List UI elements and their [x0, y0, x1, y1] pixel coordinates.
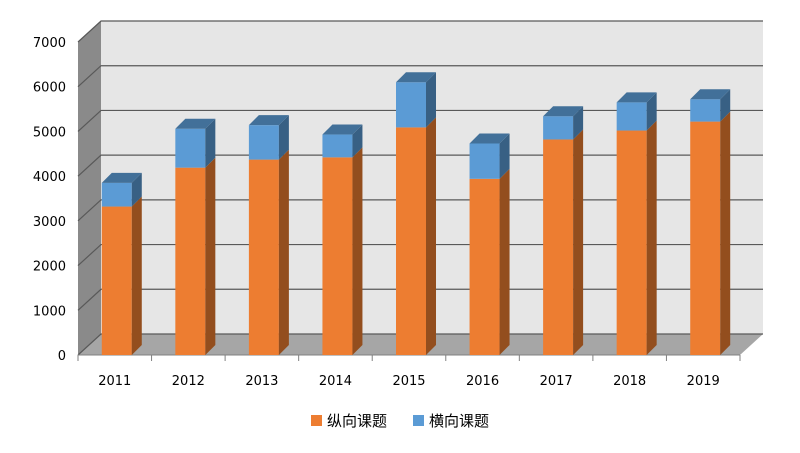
bar-top	[248, 115, 289, 126]
bar-front	[101, 182, 132, 207]
x-tick-label: 2011	[98, 374, 131, 389]
y-tick-label: 7000	[33, 36, 66, 51]
bar-top	[175, 118, 216, 129]
x-tick-label: 2017	[540, 374, 573, 389]
y-tick-label: 0	[58, 349, 66, 364]
bar-top	[322, 124, 363, 135]
gridline	[77, 288, 763, 311]
bar-top	[101, 172, 142, 183]
gridline	[77, 199, 763, 222]
bar-side	[499, 168, 510, 355]
gridline	[77, 243, 763, 267]
bar-side	[278, 115, 289, 160]
y-tick-label: 4000	[33, 170, 66, 185]
bar-side	[720, 111, 731, 355]
bar-front	[322, 157, 353, 355]
y-tick-label: 5000	[33, 125, 66, 140]
gridline	[77, 154, 763, 177]
x-tick-label: 2018	[613, 374, 646, 389]
x-tick-label: 2014	[319, 374, 352, 389]
bar-front	[616, 130, 647, 355]
bar-front	[469, 178, 500, 355]
legend: 纵向课题 横向课题	[0, 410, 800, 431]
bar-side	[573, 129, 584, 355]
bar-side	[646, 120, 657, 355]
y-tick-label: 1000	[33, 304, 66, 319]
bar-top	[469, 133, 510, 144]
bar-front	[396, 82, 426, 128]
bar-front	[543, 116, 574, 140]
bar-side	[646, 92, 657, 131]
bar-front	[543, 139, 574, 355]
bar-side	[720, 89, 731, 122]
gridline	[77, 333, 763, 356]
y-tick-label: 3000	[33, 215, 66, 230]
y-tick-label: 6000	[33, 81, 66, 96]
bar-front	[469, 143, 500, 179]
chart-side-wall	[78, 21, 101, 355]
gridline	[77, 65, 763, 88]
legend-item-vertical: 纵向课题	[310, 410, 387, 431]
bar-top	[690, 89, 731, 100]
x-tick-label: 2015	[392, 374, 425, 389]
bar-front	[101, 206, 132, 355]
bar-side	[131, 196, 142, 355]
bar-side	[352, 124, 363, 158]
y-tick-label: 2000	[33, 260, 66, 275]
bar-front	[248, 159, 279, 355]
gridline	[77, 20, 763, 43]
bar-top	[543, 106, 584, 117]
x-tick-label: 2019	[687, 374, 720, 389]
bar-front	[396, 127, 426, 355]
bar-side	[426, 72, 436, 128]
bar-top	[616, 92, 657, 103]
bar-front	[690, 99, 721, 122]
bar-front	[690, 121, 721, 355]
bar-side	[573, 106, 584, 140]
bar-front	[175, 128, 206, 168]
bar-top	[396, 72, 436, 83]
legend-label-vertical: 纵向课题	[326, 412, 387, 430]
legend-item-horizontal: 横向课题	[413, 410, 489, 431]
legend-swatch-vertical	[310, 415, 322, 426]
legend-label-horizontal: 横向课题	[429, 412, 490, 430]
legend-swatch-horizontal	[413, 415, 424, 426]
bar-side	[278, 149, 289, 355]
bar-front	[248, 125, 279, 160]
bar-side	[131, 172, 142, 207]
bar-side	[205, 118, 216, 168]
bar-front	[175, 167, 206, 355]
bar-front	[322, 134, 353, 158]
bar-side	[205, 157, 216, 355]
x-tick-label: 2016	[466, 374, 499, 389]
x-tick-label: 2012	[172, 374, 205, 389]
bar-side	[426, 117, 436, 355]
bar-front	[616, 102, 647, 131]
bar-side	[499, 133, 510, 179]
bar-side	[352, 147, 363, 355]
x-tick-label: 2013	[245, 374, 278, 389]
gridline	[77, 109, 763, 132]
